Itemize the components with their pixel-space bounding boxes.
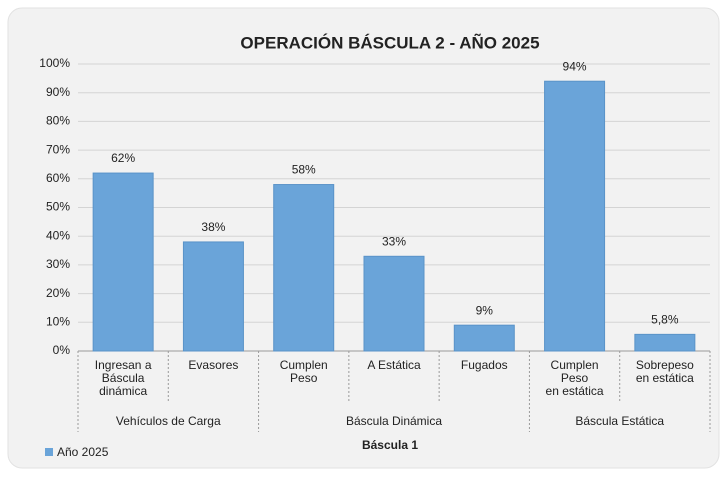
- y-tick-label: 30%: [46, 257, 70, 271]
- y-tick-label: 10%: [46, 314, 70, 328]
- x-tick-label: Evasores: [188, 358, 239, 372]
- data-label: 33%: [382, 234, 406, 248]
- y-tick-label: 70%: [46, 142, 70, 156]
- y-tick-label: 50%: [46, 200, 70, 214]
- x-axis-title: Báscula 1: [362, 438, 418, 452]
- chart-background: [7, 7, 720, 469]
- bar: [92, 172, 154, 352]
- data-label: 9%: [476, 303, 494, 317]
- x-tick-label: Sobrepeso en estática: [635, 358, 694, 385]
- legend-label: Año 2025: [57, 445, 109, 459]
- data-label: 5,8%: [651, 313, 679, 327]
- x-tick-label: A Estática: [367, 358, 421, 372]
- y-tick-label: 80%: [46, 114, 70, 128]
- x-tick-label: Cumplen Peso en estática: [545, 358, 604, 398]
- bar: [544, 80, 606, 352]
- x-tick-label: Ingresan a Báscula dinámica: [94, 358, 152, 398]
- bar: [363, 255, 425, 352]
- y-tick-label: 20%: [46, 286, 70, 300]
- bar: [453, 324, 515, 352]
- bar: [273, 184, 335, 352]
- group-label: Vehículos de Carga: [116, 414, 221, 428]
- data-label: 94%: [563, 59, 587, 73]
- data-label: 58%: [292, 163, 316, 177]
- x-tick-label: Fugados: [460, 358, 508, 372]
- bar: [182, 241, 244, 352]
- y-tick-label: 60%: [46, 171, 70, 185]
- y-tick-label: 90%: [46, 85, 70, 99]
- chart-title: OPERACIÓN BÁSCULA 2 - AÑO 2025: [240, 32, 539, 52]
- data-label: 62%: [111, 151, 135, 165]
- legend-swatch: [45, 448, 53, 456]
- bar: [634, 333, 696, 352]
- y-tick-label: 100%: [39, 56, 70, 70]
- group-label: Báscula Dinámica: [346, 414, 442, 428]
- y-tick-label: 0%: [53, 343, 71, 357]
- group-label: Báscula Estática: [575, 414, 664, 428]
- data-label: 38%: [201, 220, 225, 234]
- x-tick-label: Cumplen Peso: [279, 358, 328, 385]
- y-tick-label: 40%: [46, 228, 70, 242]
